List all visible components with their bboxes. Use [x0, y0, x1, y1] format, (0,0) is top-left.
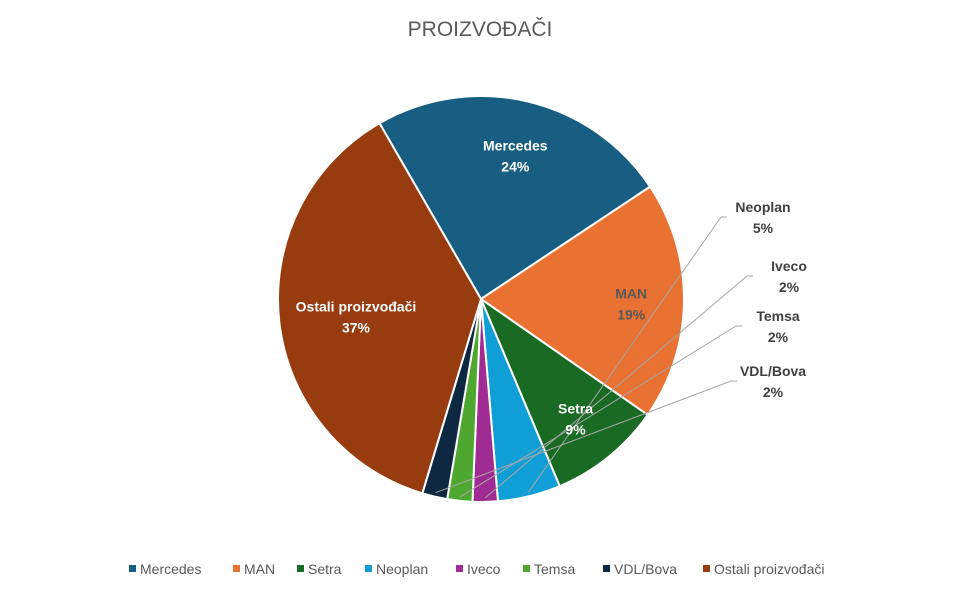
data-label-ostali-proizvo-a-i-value: 37%	[342, 319, 371, 335]
pie-slice-ostali-proizvo-a-i	[277, 121, 483, 495]
pie-slice-setra	[478, 296, 650, 488]
legend-swatch-setra	[297, 565, 304, 572]
pie-slice-mercedes	[378, 95, 652, 301]
legend-label-temsa: Temsa	[534, 561, 575, 577]
legend-swatch-ostali-proizvo-a-i	[703, 565, 710, 572]
leader-lines	[435, 216, 753, 499]
leader-line-neoplan	[528, 216, 727, 493]
legend-item-neoplan: Neoplan	[365, 561, 428, 577]
legend: Mercedes MAN Setra Neoplan Iveco Temsa VDL/Bov…	[129, 561, 825, 577]
data-label-mercedes-value: 24%	[501, 159, 530, 175]
leader-line-vdl-bova	[435, 380, 737, 494]
legend-swatch-vdl-bova	[603, 565, 610, 572]
data-label-temsa-name: Temsa	[756, 308, 800, 324]
legend-label-setra: Setra	[308, 561, 342, 577]
data-label-iveco-value: 2%	[779, 279, 800, 295]
data-label-vdl-bova-name: VDL/Bova	[740, 363, 806, 379]
legend-label-vdl-bova: VDL/Bova	[614, 561, 677, 577]
legend-swatch-man	[233, 565, 240, 572]
legend-item-temsa: Temsa	[523, 561, 575, 577]
data-label-vdl-bova-value: 2%	[763, 384, 784, 400]
legend-item-ostali-proizvo-a-i: Ostali proizvođači	[703, 561, 825, 577]
data-label-setra-name: Setra	[558, 401, 593, 417]
legend-label-ostali-proizvo-a-i: Ostali proizvođači	[714, 561, 825, 577]
legend-item-iveco: Iveco	[456, 561, 501, 577]
data-label-mercedes-name: Mercedes	[483, 138, 548, 154]
leader-line-temsa	[459, 325, 742, 498]
legend-item-vdl-bova: VDL/Bova	[603, 561, 677, 577]
chart-title: PROIZVOĐAČI	[408, 18, 553, 41]
leader-line-iveco	[484, 275, 753, 499]
legend-item-setra: Setra	[297, 561, 342, 577]
legend-label-mercedes: Mercedes	[140, 561, 201, 577]
pie-slice-man	[479, 185, 685, 417]
data-label-setra-value: 9%	[565, 422, 586, 438]
data-label-man-value: 19%	[617, 307, 646, 323]
data-label-neoplan-name: Neoplan	[735, 199, 790, 215]
legend-swatch-neoplan	[365, 565, 372, 572]
legend-item-mercedes: Mercedes	[129, 561, 201, 577]
data-label-temsa-value: 2%	[768, 329, 789, 345]
data-label-ostali-proizvo-a-i-name: Ostali proizvođači	[296, 298, 417, 314]
data-labels: Mercedes 24% MAN 19% Setra 9% Neoplan 5% Iveco 2%…	[296, 138, 807, 438]
legend-label-neoplan: Neoplan	[376, 561, 428, 577]
data-label-iveco-name: Iveco	[771, 258, 807, 274]
legend-item-man: MAN	[233, 561, 275, 577]
legend-swatch-temsa	[523, 565, 530, 572]
legend-label-iveco: Iveco	[467, 561, 501, 577]
data-label-man-name: MAN	[615, 286, 647, 302]
data-label-neoplan-value: 5%	[753, 220, 774, 236]
legend-swatch-mercedes	[129, 565, 136, 572]
legend-swatch-iveco	[456, 565, 463, 572]
pie-slices	[277, 95, 685, 503]
legend-label-man: MAN	[244, 561, 275, 577]
